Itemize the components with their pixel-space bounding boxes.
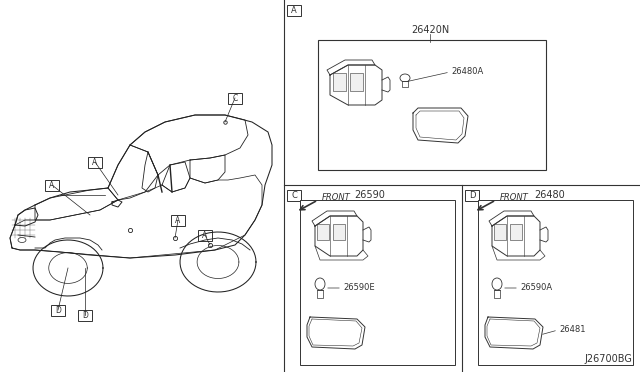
Bar [494, 224, 506, 240]
Text: FRONT: FRONT [322, 192, 351, 202]
Bar [171, 215, 185, 225]
Text: A: A [291, 6, 297, 15]
Bar [78, 310, 92, 321]
Text: A: A [49, 181, 54, 190]
Text: A: A [175, 216, 180, 225]
Bar [402, 81, 408, 87]
Bar [51, 305, 65, 315]
Text: C: C [232, 94, 237, 103]
Text: A: A [92, 158, 98, 167]
Bar [318, 40, 546, 170]
Bar [45, 180, 59, 190]
Bar [88, 157, 102, 167]
Text: J26700BG: J26700BG [584, 354, 632, 364]
Bar [287, 189, 301, 201]
Ellipse shape [492, 278, 502, 290]
Bar [317, 290, 323, 298]
Bar [465, 189, 479, 201]
Text: A: A [202, 231, 207, 240]
Bar [317, 224, 329, 240]
Ellipse shape [400, 74, 410, 82]
Ellipse shape [18, 237, 26, 243]
Bar [333, 224, 345, 240]
Bar [478, 200, 633, 365]
Bar [287, 4, 301, 16]
Text: 26590: 26590 [355, 190, 385, 200]
Text: 26481: 26481 [559, 324, 586, 334]
Text: 26480A: 26480A [451, 67, 483, 76]
Text: 26590E: 26590E [343, 283, 374, 292]
Text: D: D [82, 311, 88, 320]
Bar [510, 224, 522, 240]
Text: 26420N: 26420N [411, 25, 449, 35]
Bar [494, 290, 500, 298]
Text: 26590A: 26590A [520, 283, 552, 292]
Bar [333, 73, 346, 91]
Text: 26480: 26480 [534, 190, 565, 200]
Text: FRONT: FRONT [500, 192, 529, 202]
Text: D: D [468, 191, 476, 200]
Bar [198, 230, 212, 241]
Text: C: C [291, 191, 297, 200]
Text: D: D [55, 306, 61, 315]
Ellipse shape [315, 278, 325, 290]
Bar [228, 93, 242, 103]
Bar [300, 200, 455, 365]
Bar [350, 73, 363, 91]
